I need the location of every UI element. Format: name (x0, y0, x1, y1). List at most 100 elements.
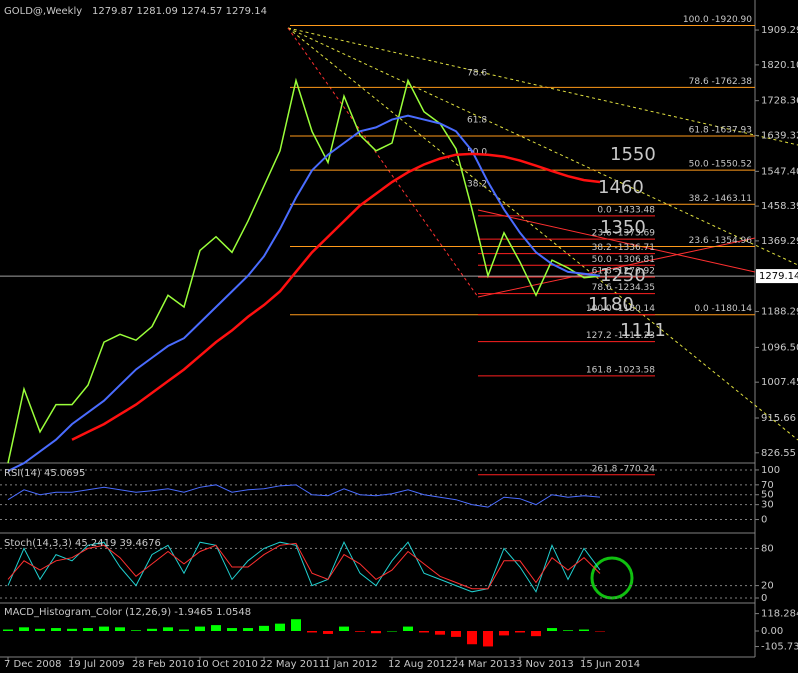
histogram-bar (67, 628, 77, 631)
y-tick-label: 50 (761, 490, 774, 501)
y-tick-label: 70 (761, 480, 774, 491)
level-annotation: 1180 (588, 294, 634, 315)
series-line (7, 77, 601, 464)
level-annotation: 1250 (600, 265, 646, 286)
fan-line (287, 27, 798, 441)
x-tick-label: 10 Oct 2010 (196, 659, 258, 670)
histogram-bar (499, 631, 509, 636)
histogram-bar (339, 626, 349, 631)
fib-label: 0.0 -1180.14 (694, 304, 752, 314)
last-price-tag (756, 269, 798, 284)
x-tick-label: 24 Mar 2013 (452, 659, 515, 670)
y-tick-label: 1188.29 (761, 307, 798, 318)
fib-extension-label: 38.2 -1336.71 (592, 243, 655, 253)
fan-label: 78.6 (467, 69, 487, 79)
series-line (7, 114, 601, 472)
histogram-bar (355, 631, 365, 632)
y-tick-label: 915.66 (761, 413, 796, 424)
stoch-title: Stoch(14,3,3) 45.2419 39.4676 (4, 538, 161, 549)
histogram-bar (243, 628, 253, 631)
histogram-bar (83, 628, 93, 631)
chart-title: GOLD@,Weekly (4, 6, 82, 17)
fib-extension-label: 23.6 -1373.69 (592, 229, 656, 239)
y-tick-label: 0.00 (761, 626, 783, 637)
macd-title: MACD_Histogram_Color (12,26,9) -1.9465 1… (4, 607, 251, 618)
histogram-bar (179, 629, 189, 631)
histogram-bar (291, 619, 301, 631)
level-annotation: 1460 (598, 177, 644, 198)
fib-extension-label: 261.8 -770.24 (592, 464, 656, 474)
histogram-bar (211, 625, 221, 631)
histogram-bar (3, 629, 13, 631)
histogram-bar (531, 631, 541, 637)
x-tick-label: 22 May 2011 (260, 659, 325, 670)
histogram-bar (163, 627, 173, 631)
series-line (7, 542, 601, 590)
fan-label: 38.2 (467, 180, 487, 190)
y-tick-label: 0 (761, 515, 767, 526)
series-line (7, 541, 601, 593)
y-tick-label: 1547.40 (761, 166, 798, 177)
y-tick-label: 1909.29 (761, 25, 798, 36)
histogram-bar (115, 627, 125, 631)
histogram-bar (547, 628, 557, 631)
level-annotation: 1350 (600, 217, 646, 238)
y-tick-label: 1639.32 (761, 130, 798, 141)
series-line (7, 484, 601, 508)
panel-frames (0, 0, 756, 658)
y-tick-label: -105.731 (761, 642, 798, 653)
histogram-bar (515, 631, 525, 633)
y-tick-label: 118.2845 (761, 609, 798, 620)
histogram-bar (579, 629, 589, 631)
histogram-bar (403, 626, 413, 631)
fib-label: 50.0 -1550.52 (689, 160, 752, 170)
fib-label: 38.2 -1463.11 (689, 194, 752, 204)
series-line (71, 152, 601, 441)
y-tick-label: 1458.39 (761, 201, 798, 212)
histogram-bar (307, 631, 317, 633)
fib-label: 100.0 -1920.90 (683, 15, 752, 25)
histogram-bar (131, 630, 141, 631)
histogram-bar (563, 630, 573, 631)
y-tick-label: 100 (761, 465, 780, 476)
histogram-bar (227, 628, 237, 631)
y-tick-label: 1820.10 (761, 60, 798, 71)
fib-extension-label: 50.0 -1306.81 (592, 255, 655, 265)
histogram-bar (35, 628, 45, 631)
fan-label: 50.0 (467, 148, 487, 158)
fib-extension-label: 61.8 -1276.92 (592, 266, 655, 276)
histogram-bar (147, 628, 157, 631)
histogram-bar (435, 631, 445, 635)
fan-line (287, 27, 798, 266)
histogram-bar (371, 631, 381, 634)
fan-label: 61.8 (467, 116, 487, 126)
fib-label: 23.6 -1354.96 (689, 236, 753, 246)
x-tick-label: 7 Dec 2008 (4, 659, 62, 670)
y-tick-label: 30 (761, 500, 774, 511)
fib-extension-label: 78.6 -1234.35 (592, 283, 655, 293)
y-tick-label: 20 (761, 581, 774, 592)
histogram-bar (483, 631, 493, 647)
fib-extension-label: 161.8 -1023.58 (586, 365, 655, 375)
trend-line (477, 237, 756, 298)
fib-extension-label: 100.0 -1180.14 (586, 304, 655, 314)
y-tick-label: 1096.50 (761, 342, 798, 353)
fib-label: 78.6 -1762.38 (689, 77, 753, 87)
histogram-bar (275, 623, 285, 631)
histogram-bar (451, 631, 461, 637)
histogram-bar (419, 631, 429, 633)
x-tick-label: 15 Jun 2014 (580, 659, 640, 670)
x-tick-label: 1 Jan 2012 (324, 659, 378, 670)
x-tick-label: 3 Nov 2013 (516, 659, 574, 670)
fib-label: 61.8 -1637.93 (689, 126, 752, 136)
y-tick-label: 826.55 (761, 448, 796, 459)
histogram-bar (51, 628, 61, 631)
histogram-bar (259, 625, 269, 631)
y-tick-label: 1007.45 (761, 377, 798, 388)
histogram-bar (467, 631, 477, 645)
rsi-title: RSI(14) 45.0695 (4, 468, 85, 479)
y-tick-label: 0 (761, 593, 767, 604)
trend-lines (287, 27, 798, 441)
